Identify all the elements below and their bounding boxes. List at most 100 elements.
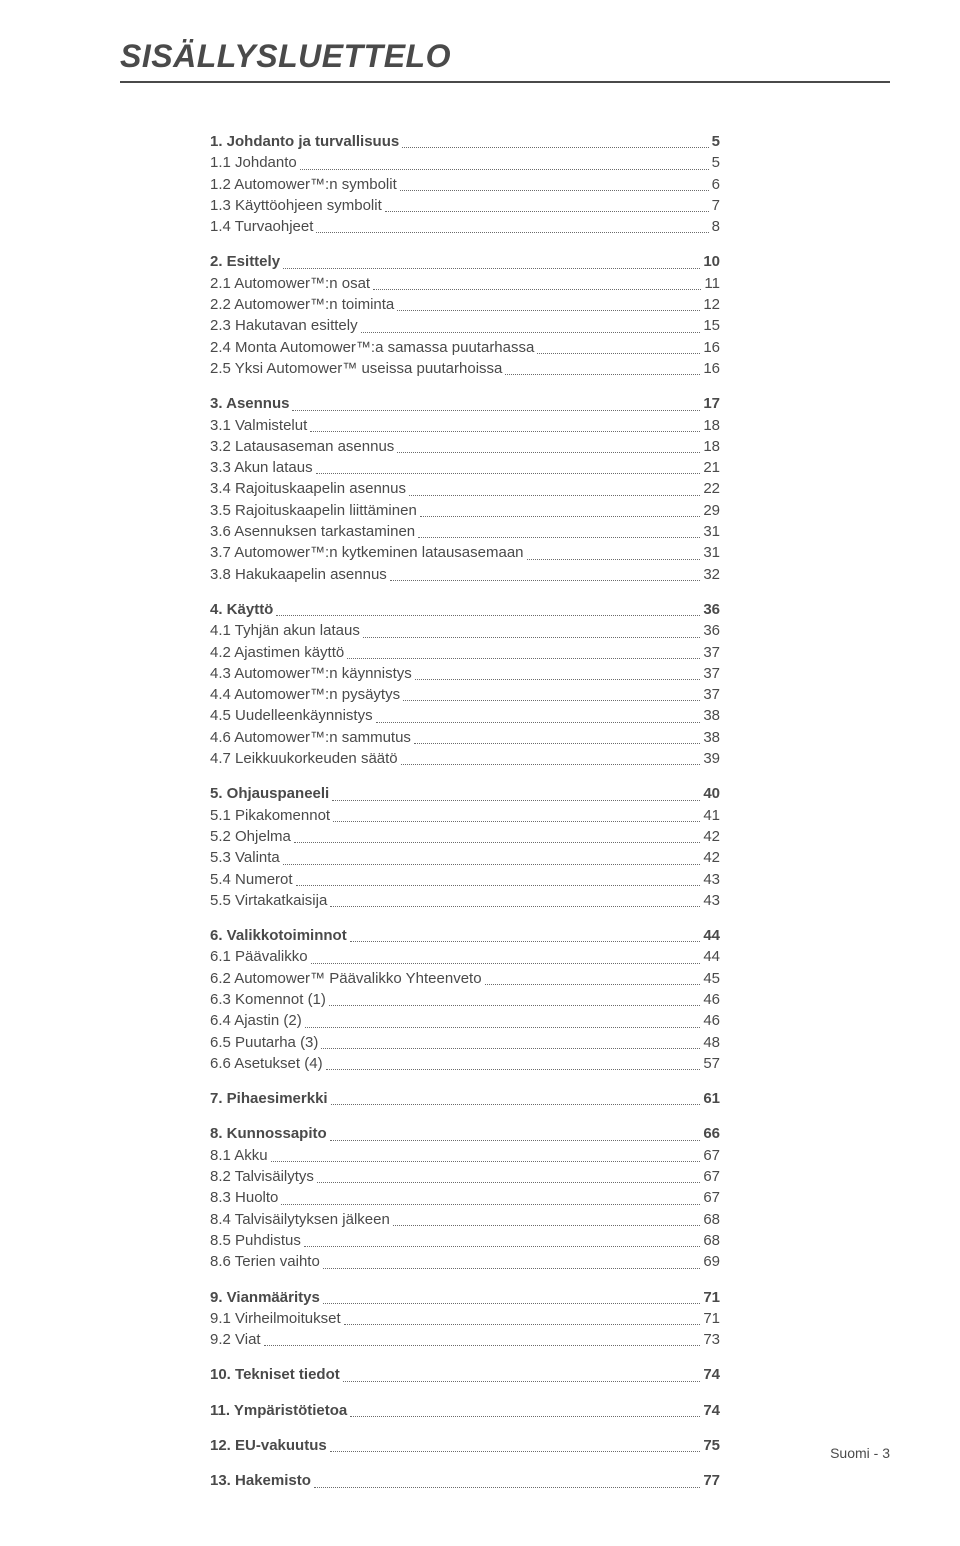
toc-leader-dots [402,147,708,148]
toc-leader-dots [344,1324,701,1325]
toc-entry-page: 44 [703,925,720,946]
toc-leader-dots [397,310,700,311]
toc-entry-page: 29 [703,500,720,521]
toc-entry-label: 3.2 Latausaseman asennus [210,436,394,457]
toc-entry: 1.4 Turvaohjeet8 [210,216,720,237]
toc-entry: 8.2 Talvisäilytys67 [210,1166,720,1187]
toc-entry: 10. Tekniset tiedot74 [210,1364,720,1385]
toc-leader-dots [292,410,700,411]
toc-entry-label: 8.5 Puhdistus [210,1230,301,1251]
toc-entry-label: 5.3 Valinta [210,847,280,868]
toc-entry-label: 9.1 Virheilmoitukset [210,1308,341,1329]
toc-leader-dots [330,1140,701,1141]
toc-entry: 3.1 Valmistelut18 [210,415,720,436]
toc-entry: 8.3 Huolto67 [210,1187,720,1208]
toc-entry: 4.7 Leikkuukorkeuden säätö39 [210,748,720,769]
toc-entry: 4. Käyttö 36 [210,599,720,620]
toc-entry: 4.4 Automower™:n pysäytys37 [210,684,720,705]
toc-entry-page: 37 [703,663,720,684]
toc-entry-page: 15 [703,315,720,336]
toc-entry-page: 16 [703,358,720,379]
toc-leader-dots [537,353,700,354]
toc-entry-page: 18 [703,415,720,436]
toc-entry-page: 46 [703,989,720,1010]
toc-leader-dots [310,431,700,432]
toc-entry: 4.2 Ajastimen käyttö37 [210,642,720,663]
toc-leader-dots [333,821,700,822]
toc-entry-label: 8.6 Terien vaihto [210,1251,320,1272]
toc-entry: 6.6 Asetukset (4)57 [210,1053,720,1074]
toc-entry-label: 4.6 Automower™:n sammutus [210,727,411,748]
toc-entry-page: 12 [703,294,720,315]
toc-entry-label: 4. Käyttö [210,599,273,620]
page-footer: Suomi - 3 [830,1445,890,1461]
toc-entry-page: 69 [703,1251,720,1272]
toc-entry-label: 9. Vianmääritys [210,1287,320,1308]
toc-leader-dots [361,332,701,333]
toc-entry-label: 6.5 Puutarha (3) [210,1032,318,1053]
toc-entry-page: 21 [703,457,720,478]
toc-entry: 3.2 Latausaseman asennus18 [210,436,720,457]
toc-leader-dots [276,615,700,616]
toc-entry-label: 10. Tekniset tiedot [210,1364,340,1385]
toc-entry-page: 42 [703,826,720,847]
toc-entry-label: 4.1 Tyhjän akun lataus [210,620,360,641]
toc-entry-page: 43 [703,890,720,911]
toc-leader-dots [323,1303,701,1304]
toc-entry-label: 4.7 Leikkuukorkeuden säätö [210,748,398,769]
toc-entry-page: 10 [703,251,720,272]
toc-entry-label: 8.4 Talvisäilytyksen jälkeen [210,1209,390,1230]
toc-entry-label: 5.1 Pikakomennot [210,805,330,826]
toc-entry-label: 13. Hakemisto [210,1470,311,1491]
toc-entry-page: 46 [703,1010,720,1031]
toc-entry-page: 31 [703,542,720,563]
toc-entry-label: 6.1 Päävalikko [210,946,308,967]
toc-entry-page: 36 [703,599,720,620]
toc-entry-label: 2.5 Yksi Automower™ useissa puutarhoissa [210,358,502,379]
toc-entry: 2.4 Monta Automower™:a samassa puutarhas… [210,337,720,358]
toc-entry-page: 16 [703,337,720,358]
toc-leader-dots [264,1345,701,1346]
toc-entry-page: 8 [712,216,720,237]
toc-entry: 2.5 Yksi Automower™ useissa puutarhoissa… [210,358,720,379]
toc-section: 9. Vianmääritys719.1 Virheilmoitukset719… [210,1287,720,1351]
toc-leader-dots [271,1161,701,1162]
toc-leader-dots [283,864,701,865]
toc-leader-dots [527,559,701,560]
toc-entry: 2.2 Automower™:n toiminta12 [210,294,720,315]
toc-entry-page: 42 [703,847,720,868]
toc-leader-dots [321,1048,700,1049]
toc-entry-label: 8. Kunnossapito [210,1123,327,1144]
toc-entry-page: 61 [703,1088,720,1109]
toc-entry: 8.5 Puhdistus68 [210,1230,720,1251]
toc-entry: 3.4 Rajoituskaapelin asennus22 [210,478,720,499]
toc-leader-dots [326,1069,701,1070]
toc-entry: 5. Ohjauspaneeli40 [210,783,720,804]
toc-entry-page: 41 [703,805,720,826]
toc-entry-label: 8.2 Talvisäilytys [210,1166,314,1187]
toc-section: 3. Asennus173.1 Valmistelut183.2 Latausa… [210,393,720,585]
toc-entry-page: 75 [703,1435,720,1456]
toc-leader-dots [311,963,701,964]
toc-entry: 1. Johdanto ja turvallisuus5 [210,131,720,152]
toc-entry-label: 6.4 Ajastin (2) [210,1010,302,1031]
toc-entry-label: 8.3 Huolto [210,1187,278,1208]
toc-entry-page: 68 [703,1209,720,1230]
toc-entry: 5.5 Virtakatkaisija 43 [210,890,720,911]
toc-entry: 3.8 Hakukaapelin asennus32 [210,564,720,585]
toc-entry-page: 77 [703,1470,720,1491]
toc-section: 2. Esittely102.1 Automower™:n osat112.2 … [210,251,720,379]
toc-leader-dots [415,679,701,680]
toc-entry: 6.4 Ajastin (2) 46 [210,1010,720,1031]
toc-leader-dots [363,637,700,638]
toc-leader-dots [403,700,700,701]
toc-entry-label: 12. EU-vakuutus [210,1435,327,1456]
toc-leader-dots [314,1487,700,1488]
toc-leader-dots [376,722,701,723]
toc-leader-dots [347,658,700,659]
toc-entry-label: 5.5 Virtakatkaisija [210,890,327,911]
toc-entry-page: 57 [703,1053,720,1074]
toc-entry-page: 48 [703,1032,720,1053]
toc-leader-dots [373,289,701,290]
toc-leader-dots [393,1225,700,1226]
